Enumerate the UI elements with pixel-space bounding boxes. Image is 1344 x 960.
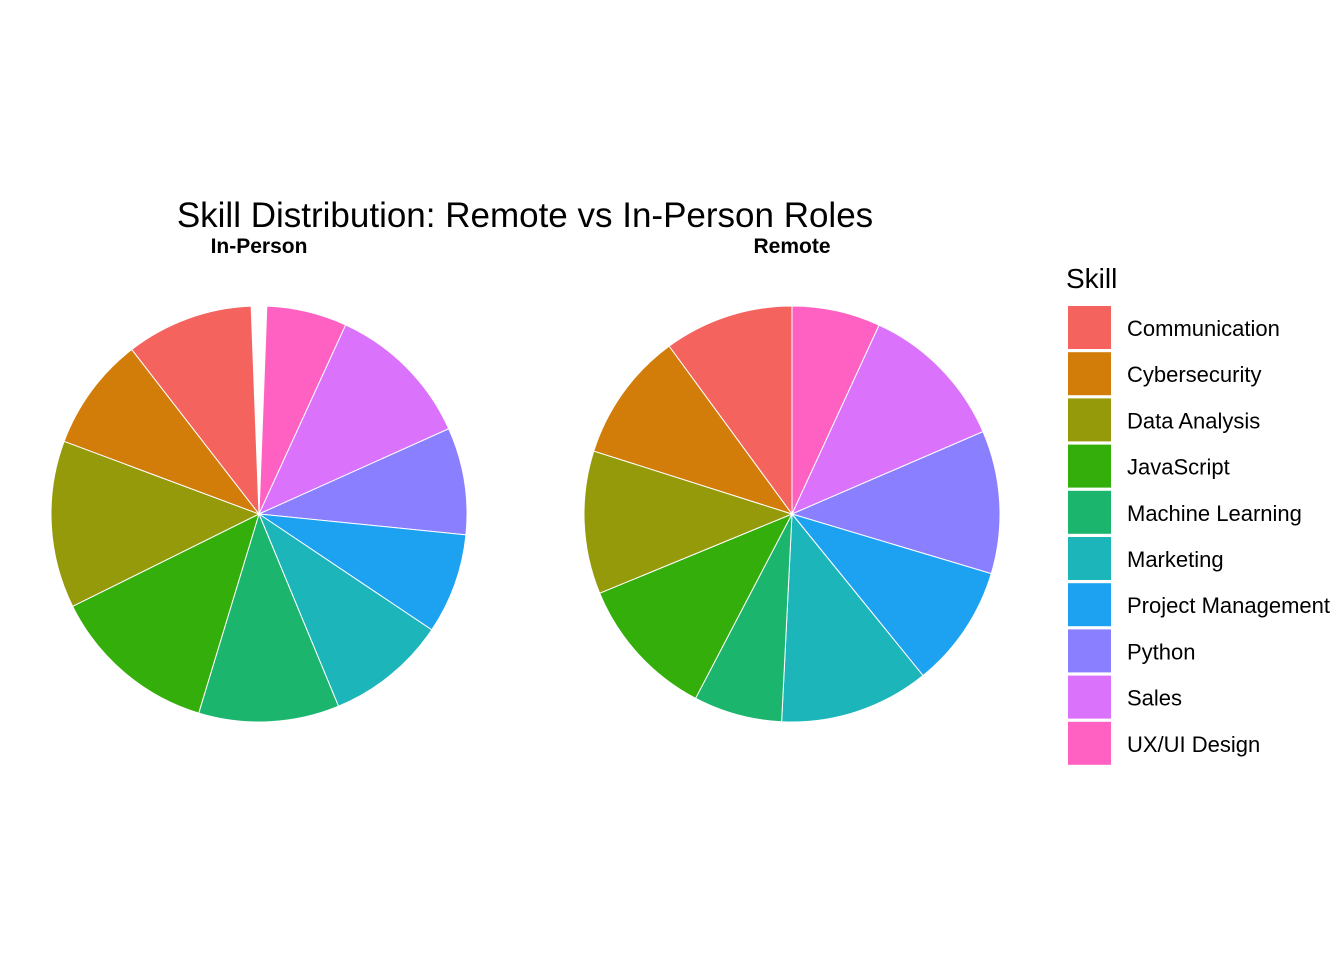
slice-in-person-javascript	[71, 513, 260, 714]
slice-in-person-sales	[257, 324, 450, 516]
pie-in-person	[50, 305, 468, 723]
slice-in-person-python	[257, 428, 468, 536]
slice-remote-python	[790, 430, 1001, 575]
legend-title: Skill	[1066, 263, 1117, 294]
facet-label-in-person: In-Person	[211, 235, 308, 258]
slice-remote-marketing	[781, 512, 924, 723]
slice-in-person-machine-learning	[198, 512, 340, 723]
slice-in-person-marketing	[257, 512, 433, 707]
legend: Skill Communication Cybersecurity Data Ana…	[1066, 263, 1330, 765]
legend-key-marketing	[1068, 537, 1111, 580]
slice-remote-data-analysis	[583, 450, 794, 594]
legend-label-project-management: Project Management	[1127, 593, 1330, 618]
slice-in-person-cybersecurity	[63, 348, 261, 516]
slice-in-person-communication	[131, 305, 260, 516]
legend-items: Communication Cybersecurity Data Analysis J…	[1068, 306, 1330, 765]
slice-remote-communication	[668, 305, 793, 516]
legend-key-python	[1068, 629, 1111, 673]
legend-key-project-management	[1068, 583, 1111, 627]
facet-label-remote: Remote	[753, 235, 830, 258]
legend-key-cybersecurity	[1068, 352, 1111, 396]
slice-in-person-project-management	[258, 513, 467, 631]
legend-label-javascript: JavaScript	[1127, 455, 1230, 480]
legend-key-ux-ui-design	[1068, 721, 1111, 765]
legend-label-communication: Communication	[1127, 316, 1280, 341]
legend-key-javascript	[1068, 444, 1111, 488]
legend-label-data-analysis: Data Analysis	[1127, 408, 1260, 433]
slice-remote-cybersecurity	[593, 345, 794, 515]
legend-key-communication	[1068, 306, 1111, 349]
legend-label-machine-learning: Machine Learning	[1127, 501, 1302, 526]
pie-remote	[583, 305, 1001, 723]
legend-label-cybersecurity: Cybersecurity	[1127, 362, 1261, 387]
slice-in-person-data-analysis	[50, 440, 261, 608]
legend-label-marketing: Marketing	[1127, 547, 1224, 572]
legend-key-data-analysis	[1068, 398, 1111, 442]
legend-label-python: Python	[1127, 639, 1196, 664]
slice-remote-project-management	[790, 513, 992, 677]
legend-label-sales: Sales	[1127, 686, 1182, 711]
chart-title: Skill Distribution: Remote vs In-Person …	[177, 196, 873, 235]
legend-key-machine-learning	[1068, 490, 1111, 534]
slice-remote-javascript	[599, 513, 794, 699]
legend-key-sales	[1068, 675, 1111, 719]
legend-label-ux-ui-design: UX/UI Design	[1127, 732, 1260, 757]
slice-remote-sales	[790, 324, 984, 515]
